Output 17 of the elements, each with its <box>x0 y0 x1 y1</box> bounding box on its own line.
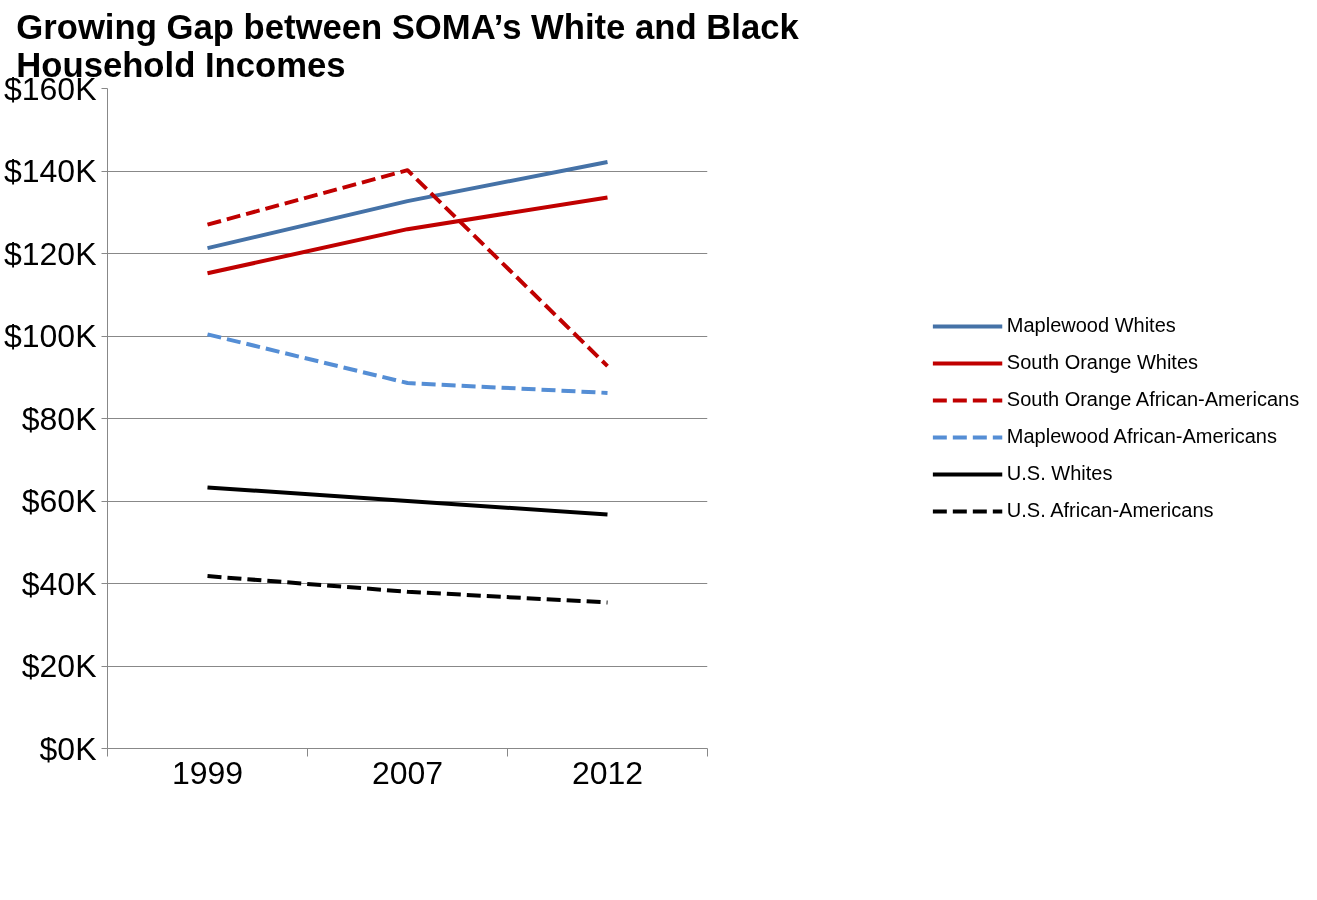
y-tick-label: $60K <box>21 483 97 519</box>
x-tick-label: 2012 <box>571 754 644 791</box>
y-tick-label: $140K <box>3 153 97 189</box>
y-tick-label: $20K <box>21 648 97 684</box>
x-tick-label: 2007 <box>371 754 444 791</box>
legend-label: Maplewood African-Americans <box>1006 425 1277 448</box>
y-tick-label: $80K <box>21 400 97 437</box>
legend-label: South Orange Whites <box>1006 351 1199 374</box>
y-tick-label: $100K <box>3 318 97 354</box>
y-tick-label: $40K <box>21 565 97 602</box>
legend-label: U.S. Whites <box>1006 462 1113 485</box>
legend-label: Maplewood Whites <box>1006 314 1176 337</box>
y-tick-label: $0K <box>39 730 97 767</box>
legend-label: South Orange African-Americans <box>1006 388 1300 411</box>
legend-label: U.S. African-Americans <box>1006 499 1214 522</box>
y-tick-label: $120K <box>3 235 97 272</box>
x-tick-label: 1999 <box>171 754 244 791</box>
